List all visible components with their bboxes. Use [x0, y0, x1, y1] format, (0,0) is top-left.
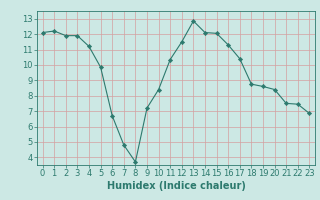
X-axis label: Humidex (Indice chaleur): Humidex (Indice chaleur) — [107, 181, 245, 191]
